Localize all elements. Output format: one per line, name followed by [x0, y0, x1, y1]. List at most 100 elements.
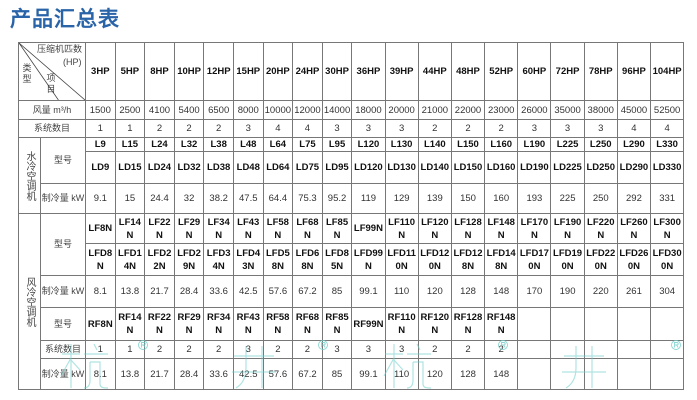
model-cell: L130: [384, 137, 419, 152]
systems-cell: 4: [262, 119, 294, 138]
model-cell: L120: [351, 137, 386, 152]
cooling-cell: 99.1: [351, 275, 386, 308]
systems-cell: 4: [616, 119, 652, 138]
air-rf-systems-row: 系统数目 1 1 2 2 2 3 2 2 3 3 3 2 2 2: [19, 340, 685, 359]
model-cell: LD190: [517, 151, 552, 184]
column-header: 10HP: [173, 42, 205, 101]
cooling-cell: 38.2: [203, 183, 234, 214]
model-cell: LFD43N: [232, 243, 264, 276]
model-cell: LF29N: [173, 213, 205, 244]
airflow-cell: 6500: [203, 100, 234, 120]
model-cell: L190: [517, 137, 552, 152]
airflow-cell: 38000: [583, 100, 618, 120]
cooling-cell: 75.3: [292, 183, 323, 214]
cooling-cell: 304: [650, 275, 685, 308]
row-label: 风量 m³/h: [18, 100, 86, 120]
cooling-cell: 190: [550, 275, 585, 308]
cooling-cell: 193: [517, 183, 552, 214]
model-cell: LFD128N: [450, 243, 486, 276]
cooling-cell: [650, 358, 685, 390]
cooling-cell: 139: [417, 183, 452, 214]
airflow-cell: 45000: [616, 100, 652, 120]
corner-compressor-label: 压缩机匹数: [37, 44, 83, 54]
column-header: 8HP: [144, 42, 175, 101]
model-cell: LFD300N: [650, 243, 685, 276]
cooling-cell: 13.8: [114, 358, 146, 390]
cooling-cell: 42.5: [232, 358, 264, 390]
model-cell: LFD85N: [321, 243, 353, 276]
systems-cell: 2: [292, 340, 323, 359]
airflow-cell: 18000: [351, 100, 386, 120]
model-cell: LFD220N: [583, 243, 618, 276]
model-cell: RF43N: [232, 307, 264, 341]
airflow-cell: 12000: [292, 100, 323, 120]
model-cell: LF190N: [550, 213, 585, 244]
systems-cell: 2: [417, 119, 452, 138]
water-ld-model-row: LD9 LD15 LD24 LD32 LD38 LD48 LD64 LD75 LD95 LD120…: [19, 151, 685, 184]
model-cell: RF8N: [85, 307, 116, 341]
model-cell: L95: [321, 137, 353, 152]
model-cell: [650, 307, 685, 341]
column-header: 15HP: [232, 42, 264, 101]
cooling-cell: 8.1: [85, 358, 116, 390]
column-header: 78HP: [583, 42, 618, 101]
column-header: 96HP: [616, 42, 652, 101]
column-header: 52HP: [484, 42, 519, 101]
cooling-cell: 67.2: [292, 358, 323, 390]
model-cell: LF120N: [417, 213, 452, 244]
corner-header-cell: 压缩机匹数 (HP) 项目 类型: [18, 42, 86, 101]
model-cell: LFD68N: [292, 243, 323, 276]
column-header: 36HP: [351, 42, 386, 101]
model-cell: LD290: [616, 151, 652, 184]
model-cell: RF22N: [144, 307, 175, 341]
airflow-cell: 5400: [173, 100, 205, 120]
systems-cell: 2: [417, 340, 452, 359]
systems-cell: 3: [384, 119, 419, 138]
column-header: 12HP: [203, 42, 234, 101]
airflow-cell: 52500: [650, 100, 685, 120]
column-header: 3HP: [85, 42, 116, 101]
model-cell: LFD29N: [173, 243, 205, 276]
cooling-cell: 8.1: [85, 275, 116, 308]
column-header: 60HP: [517, 42, 552, 101]
water-l-model-row: 水冷空调机 型号 L9 L15 L24 L32 L38 L48 L64 L75 L95 L120 L13…: [18, 137, 685, 214]
cooling-cell: 148: [484, 358, 519, 390]
cooling-cell: 28.4: [173, 358, 205, 390]
model-cell: RF128N: [450, 307, 486, 341]
airflow-cell: 26000: [517, 100, 552, 120]
airflow-cell: 2500: [114, 100, 146, 120]
model-cell: LD9: [85, 151, 116, 184]
air-rf-model-row: 型号 RF8N RF14N RF22N RF29N RF34N RF43N RF58N RF68…: [19, 307, 685, 341]
model-cell: RF34N: [203, 307, 234, 341]
cooling-cell: [550, 358, 585, 390]
row-label: 型号: [40, 137, 86, 184]
model-cell: L330: [650, 137, 685, 152]
cooling-cell: [616, 358, 652, 390]
model-cell: LFD190N: [550, 243, 585, 276]
systems-cell: 2: [450, 119, 486, 138]
systems-cell: 3: [550, 119, 585, 138]
systems-cell: 2: [144, 119, 175, 138]
model-cell: LFD34N: [203, 243, 234, 276]
cooling-cell: [517, 358, 552, 390]
model-cell: RF120N: [417, 307, 452, 341]
cooling-cell: 21.7: [144, 275, 175, 308]
model-cell: L225: [550, 137, 585, 152]
model-cell: LF85N: [321, 213, 353, 244]
air-lf-model-row: 风冷空调机 型号 LF8N LF14N LF22N LF29N LF34N LF43N LF58…: [18, 213, 685, 390]
model-cell: LD95: [321, 151, 353, 184]
cooling-cell: 9.1: [85, 183, 116, 214]
systems-cell: 3: [232, 340, 264, 359]
model-cell: LF68N: [292, 213, 323, 244]
column-header: 72HP: [550, 42, 585, 101]
systems-cell: 1: [114, 119, 146, 138]
cooling-cell: 110: [384, 358, 419, 390]
systems-cell: 3: [583, 119, 618, 138]
model-cell: LFD14N: [114, 243, 146, 276]
air-lfd-model-row: LFD8N LFD14N LFD22N LFD29N LFD34N LFD43N LFD58…: [19, 243, 685, 276]
cooling-cell: 33.6: [203, 358, 234, 390]
model-cell: L160: [484, 137, 519, 152]
model-cell: LF170N: [517, 213, 552, 244]
airflow-cell: 35000: [550, 100, 585, 120]
model-cell: LFD99N: [351, 243, 386, 276]
